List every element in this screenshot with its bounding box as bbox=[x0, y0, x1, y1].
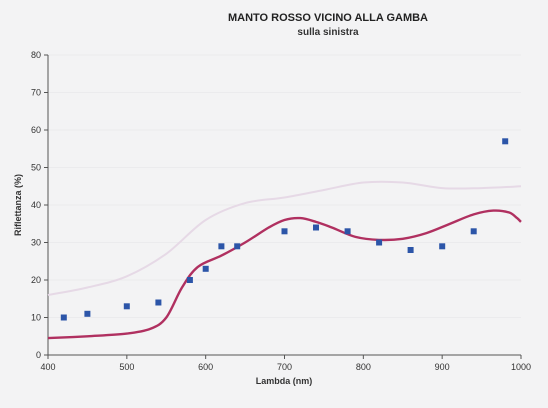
data-point bbox=[155, 299, 162, 306]
x-tick-label: 900 bbox=[435, 362, 450, 372]
x-tick-label: 800 bbox=[356, 362, 371, 372]
x-tick-label: 600 bbox=[198, 362, 213, 372]
y-tick-label: 80 bbox=[31, 50, 41, 60]
data-point bbox=[502, 138, 509, 145]
y-tick-label: 10 bbox=[31, 313, 41, 323]
data-point bbox=[60, 314, 67, 321]
x-tick-label: 400 bbox=[40, 362, 55, 372]
plot-area: 0 10 20 30 40 50 60 70 80 400 500 600 700 800 900 1000 bbox=[31, 50, 531, 372]
y-tick-label: 40 bbox=[31, 200, 41, 210]
y-tick-label: 30 bbox=[31, 238, 41, 248]
chart-title: MANTO ROSSO VICINO ALLA GAMBA bbox=[228, 12, 428, 24]
x-tick-label: 500 bbox=[119, 362, 134, 372]
data-point bbox=[407, 247, 414, 253]
faint-reference-curve bbox=[47, 180, 522, 296]
x-tick-label: 1000 bbox=[511, 362, 531, 372]
data-point bbox=[376, 239, 383, 246]
data-point bbox=[313, 224, 319, 231]
data-point bbox=[202, 265, 209, 272]
data-point bbox=[281, 228, 288, 235]
y-tick-label: 50 bbox=[31, 163, 41, 173]
data-point bbox=[123, 303, 130, 310]
data-point bbox=[84, 310, 91, 317]
data-point bbox=[470, 228, 477, 235]
y-tick-label: 60 bbox=[31, 125, 41, 135]
reflectance-curve bbox=[47, 209, 522, 340]
data-point bbox=[234, 243, 241, 250]
x-tick-label: 700 bbox=[277, 362, 292, 372]
y-tick-label: 0 bbox=[36, 350, 41, 360]
y-axis-label: Riflettanza (%) bbox=[13, 174, 23, 236]
data-point bbox=[439, 243, 446, 250]
chart-subtitle: sulla sinistra bbox=[297, 27, 359, 38]
y-tick-label: 20 bbox=[31, 275, 41, 285]
y-tick-label: 70 bbox=[31, 88, 41, 98]
data-point bbox=[344, 228, 351, 235]
data-point bbox=[186, 277, 193, 283]
data-point bbox=[218, 243, 225, 250]
x-axis-label: Lambda (nm) bbox=[256, 376, 313, 386]
